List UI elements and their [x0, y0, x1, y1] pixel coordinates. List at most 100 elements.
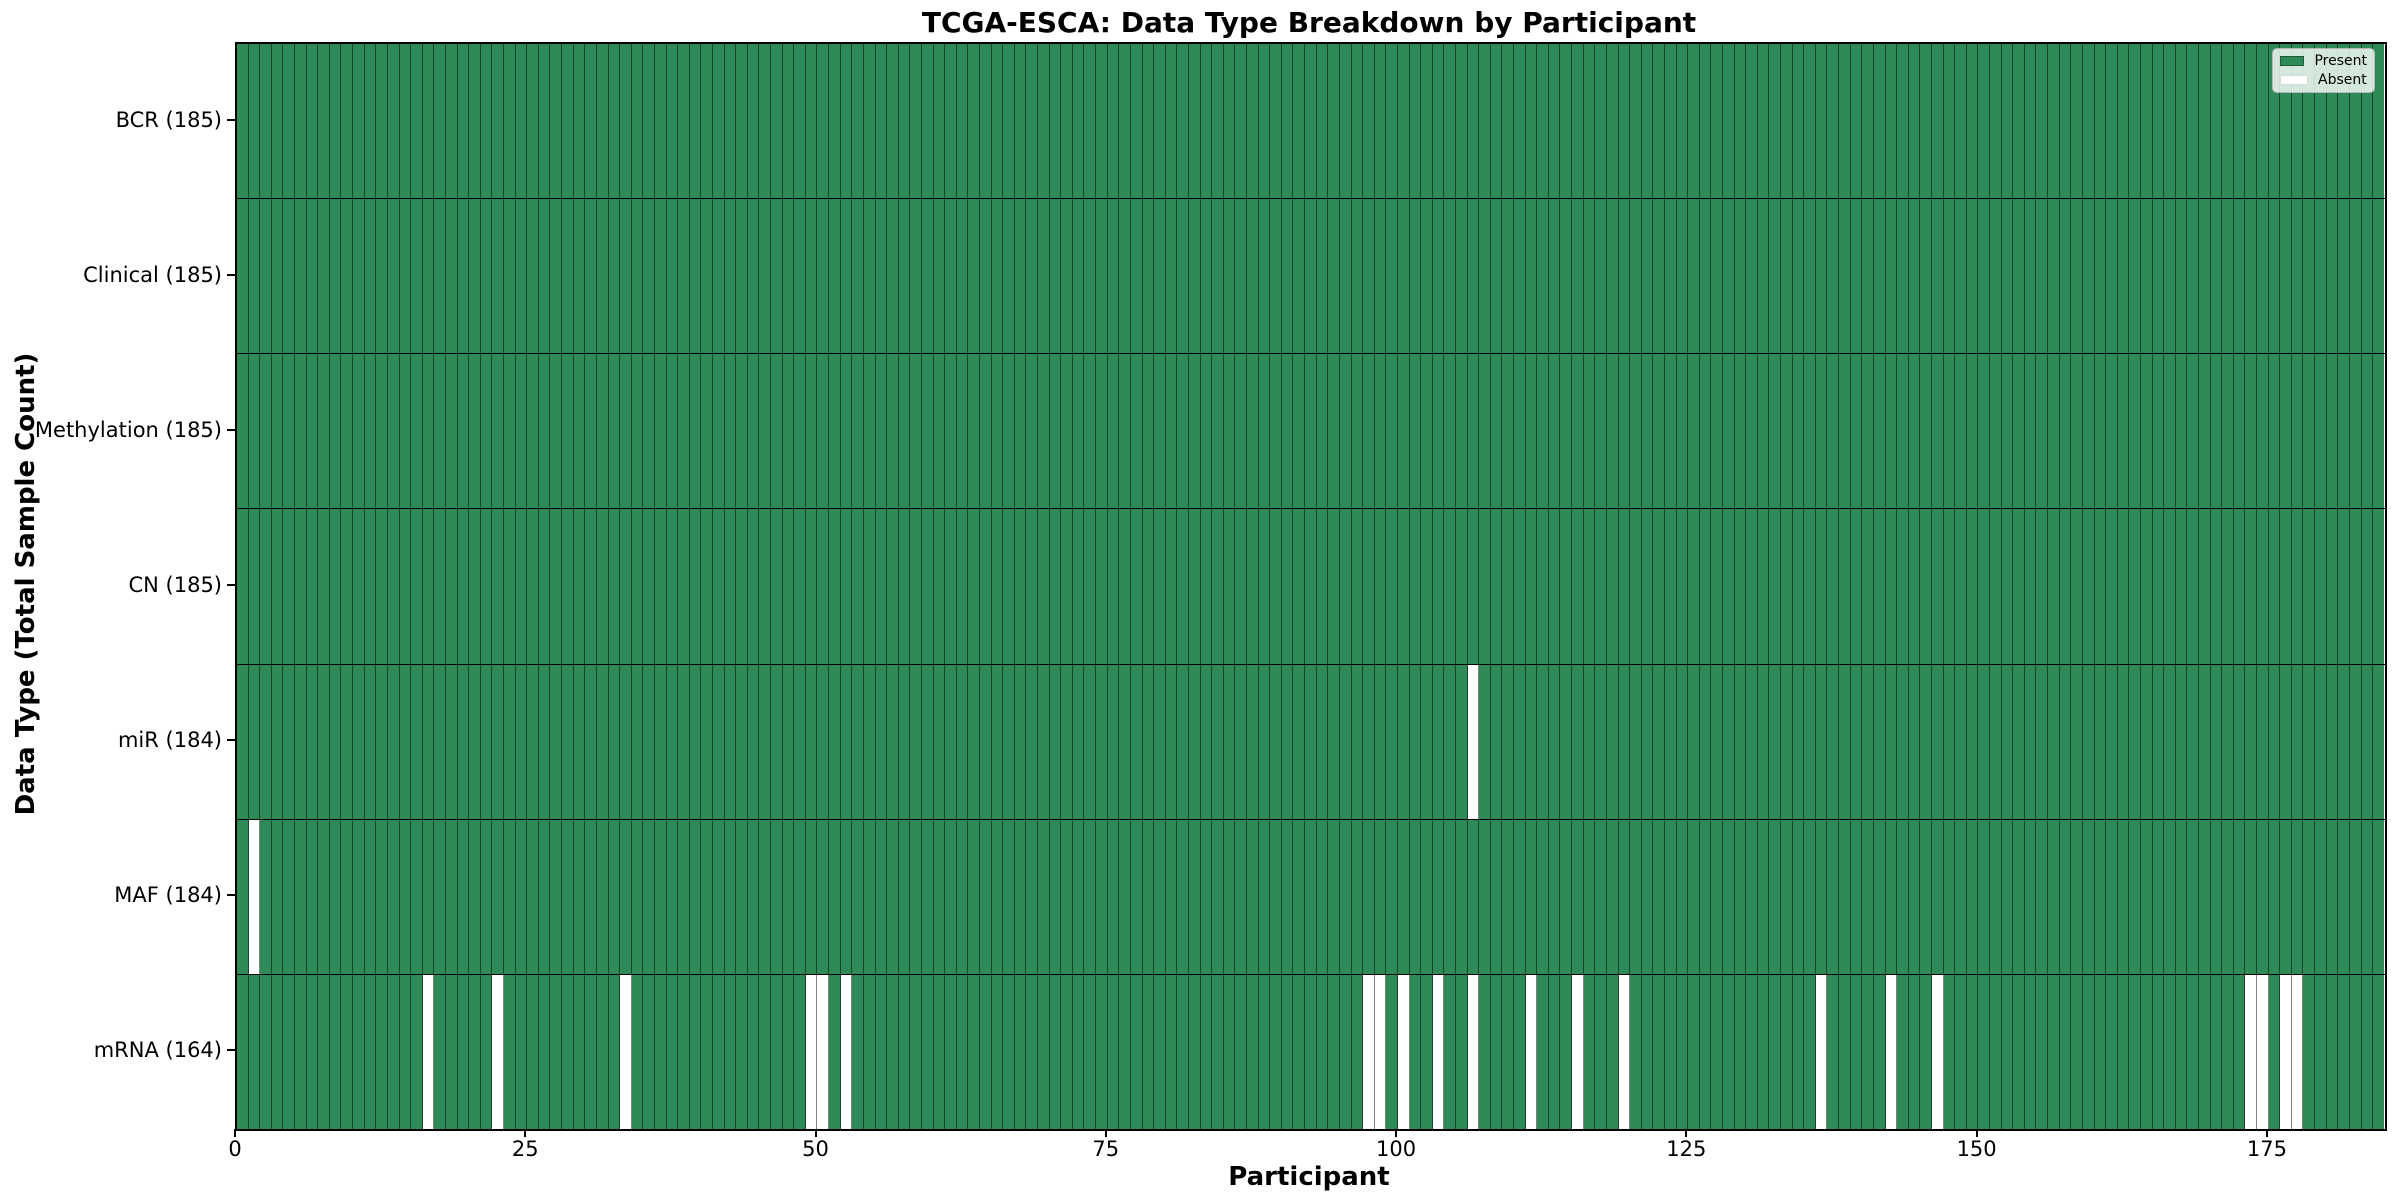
cell: [2152, 509, 2165, 664]
x-tick-mark: [814, 1129, 817, 1137]
cell: [1212, 199, 1224, 354]
cell: [1421, 509, 1433, 664]
cell: [2164, 509, 2176, 664]
cell: [2280, 44, 2292, 199]
cell: [527, 664, 539, 819]
cell: [1061, 509, 1073, 664]
cell: [2280, 509, 2292, 664]
cell: [1154, 974, 1166, 1129]
cell: [1490, 354, 1503, 509]
cell: [1850, 974, 1863, 1129]
cell: [538, 974, 551, 1129]
cell: [1850, 354, 1863, 509]
cell: [2268, 44, 2281, 199]
cell: [1897, 974, 1909, 1129]
cell: [1920, 974, 1932, 1129]
cell: [1328, 509, 1340, 664]
cell: [1606, 509, 1619, 664]
cell: [1014, 819, 1027, 974]
cell: [724, 974, 737, 1129]
cell: [1537, 819, 1549, 974]
cell: [2001, 974, 2014, 1129]
cell: [2315, 509, 2327, 664]
cell: [2303, 354, 2316, 509]
cell: [1142, 664, 1155, 819]
cell: [1130, 664, 1143, 819]
cell: [1409, 44, 1422, 199]
cell: [1177, 509, 1189, 664]
cell: [1502, 819, 1515, 974]
cell: [353, 664, 365, 819]
cell: [643, 974, 655, 1129]
cell: [2373, 199, 2384, 354]
cell: [2059, 509, 2072, 664]
cell: [2373, 509, 2384, 664]
cell: [1374, 974, 1387, 1129]
heatmap-row-mrna: [237, 974, 2385, 1129]
cell: [1096, 974, 1108, 1129]
cell: [1188, 509, 1201, 664]
cell: [1212, 974, 1224, 1129]
cell: [1096, 664, 1108, 819]
cell: [1908, 199, 1921, 354]
cell: [608, 664, 621, 819]
cell: [1560, 819, 1573, 974]
cell: [248, 974, 261, 1129]
cell: [2094, 974, 2107, 1129]
cell: [1711, 664, 1723, 819]
cell: [782, 199, 795, 354]
cell: [2082, 974, 2095, 1129]
cell: [991, 819, 1004, 974]
cell: [527, 199, 539, 354]
cell: [1502, 509, 1515, 664]
cell: [666, 509, 679, 664]
cell: [585, 44, 597, 199]
cell: [1142, 354, 1155, 509]
cell: [759, 44, 772, 199]
cell: [1421, 819, 1433, 974]
cell: [1328, 974, 1340, 1129]
cell: [260, 819, 272, 974]
cell: [712, 664, 725, 819]
cell: [1572, 44, 1584, 199]
cell: [2257, 354, 2269, 509]
cell: [2222, 199, 2234, 354]
cell: [318, 974, 330, 1129]
cell: [2373, 664, 2384, 819]
cell: [1444, 354, 1456, 509]
cell: [689, 44, 702, 199]
cell: [1920, 509, 1932, 664]
cell: [1235, 664, 1248, 819]
cell: [1061, 354, 1073, 509]
cell: [2013, 354, 2025, 509]
cell: [1235, 509, 1248, 664]
cell: [2152, 44, 2165, 199]
cell: [2257, 44, 2269, 199]
cell: [469, 509, 481, 664]
cell: [1850, 819, 1863, 974]
cell: [1142, 819, 1155, 974]
cell: [991, 509, 1004, 664]
cell: [1455, 664, 1468, 819]
cell: [1688, 509, 1700, 664]
cell: [2117, 199, 2130, 354]
legend-swatch-absent-icon: [2280, 75, 2308, 85]
cell: [538, 664, 551, 819]
cell: [1026, 199, 1039, 354]
cell: [2361, 354, 2374, 509]
cell: [2198, 44, 2211, 199]
cell: [504, 664, 516, 819]
cell: [724, 354, 737, 509]
cell: [1781, 974, 1793, 1129]
cell: [2361, 44, 2374, 199]
cell: [1502, 44, 1515, 199]
cell: [1746, 199, 1758, 354]
cell: [817, 44, 830, 199]
cell: [1107, 354, 1120, 509]
cell: [945, 819, 957, 974]
cell: [1363, 44, 1375, 199]
cell: [1084, 974, 1097, 1129]
cell: [283, 974, 296, 1129]
cell: [817, 509, 830, 664]
cell: [875, 664, 888, 819]
